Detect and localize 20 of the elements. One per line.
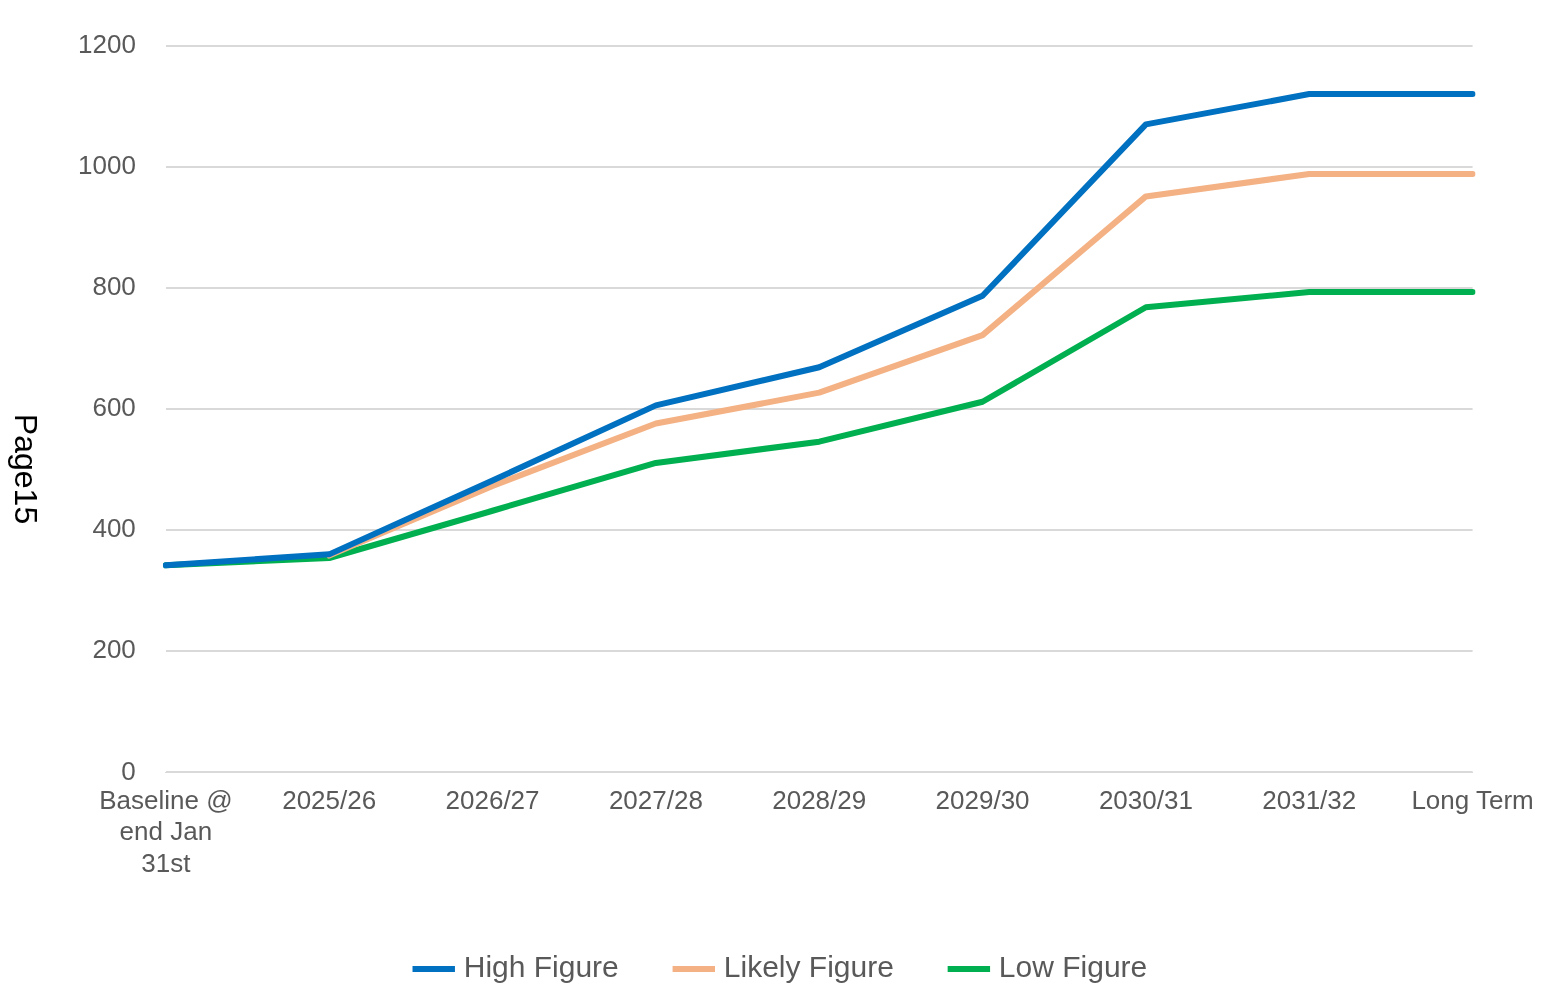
y-tick-label: 200 xyxy=(92,634,136,665)
legend-label: High Figure xyxy=(463,950,619,984)
legend-label: Likely Figure xyxy=(723,950,894,984)
x-tick-label: 2028/29 xyxy=(772,785,867,816)
y-tick-label: 1200 xyxy=(78,28,136,59)
x-tick-label: 2029/30 xyxy=(935,785,1030,816)
x-tick-label: 2031/32 xyxy=(1262,785,1357,816)
x-tick-label: Long Term xyxy=(1411,785,1534,816)
y-tick-label: 400 xyxy=(92,513,136,544)
y-tick-label: 800 xyxy=(92,271,136,302)
x-tick-label: 2026/27 xyxy=(445,785,540,816)
x-tick-label: 2030/31 xyxy=(1098,785,1193,816)
x-tick-label: Baseline @ end Jan 31st xyxy=(99,785,233,878)
text: Page15 xyxy=(8,413,45,525)
y-tick-label: 1000 xyxy=(78,149,136,180)
y-tick-label: 0 xyxy=(121,755,136,786)
x-tick-label: 2025/26 xyxy=(282,785,377,816)
x-tick-label: 2027/28 xyxy=(608,785,703,816)
legend-label: Low Figure xyxy=(998,950,1148,984)
y-tick-label: 600 xyxy=(92,392,136,423)
